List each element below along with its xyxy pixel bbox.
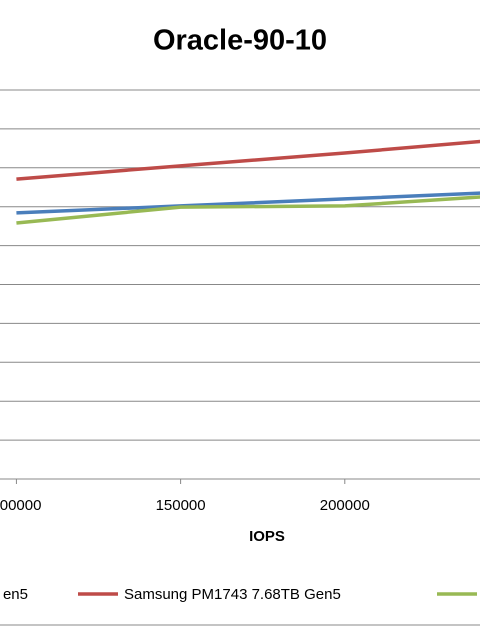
x-tick-label: 100000 (0, 497, 41, 514)
series-line (16, 195, 480, 225)
legend-label: Samsung PM1743 7.68TB Gen5 (124, 586, 341, 603)
x-tick-label: 150000 (156, 497, 206, 514)
x-axis-label: IOPS (249, 528, 285, 545)
x-tick-label: 200000 (320, 497, 370, 514)
legend-label: en5 (3, 586, 28, 603)
plot-area (16, 139, 480, 225)
chart-title: Oracle-90-10 (153, 25, 327, 57)
series-line (16, 191, 480, 215)
series-line (16, 139, 480, 181)
